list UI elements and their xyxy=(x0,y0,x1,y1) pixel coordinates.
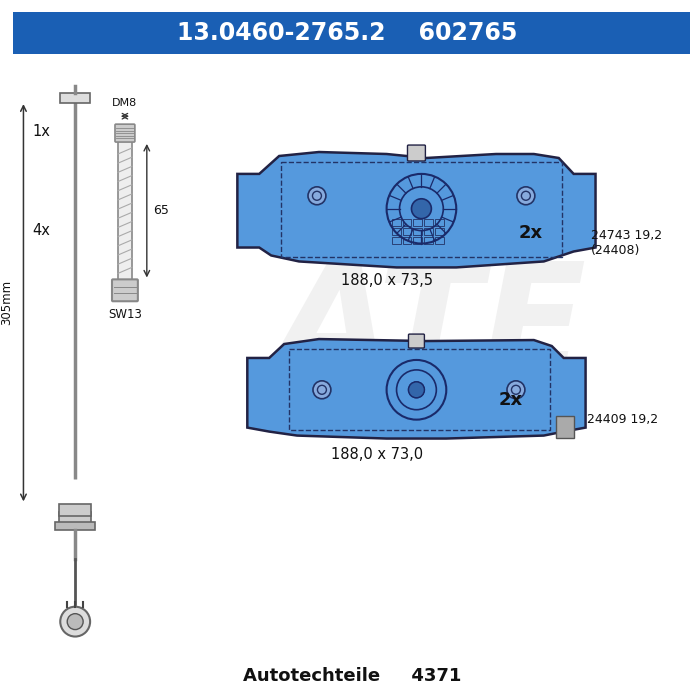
Circle shape xyxy=(60,607,90,636)
Circle shape xyxy=(507,381,525,399)
FancyBboxPatch shape xyxy=(407,145,426,161)
Circle shape xyxy=(412,199,431,218)
FancyBboxPatch shape xyxy=(115,124,135,142)
Polygon shape xyxy=(237,152,596,267)
Circle shape xyxy=(67,614,83,629)
Text: 24409 19,2: 24409 19,2 xyxy=(587,413,658,426)
Text: 13.0460-2765.2    602765: 13.0460-2765.2 602765 xyxy=(176,20,517,45)
Text: 188,0 x 73,0: 188,0 x 73,0 xyxy=(330,447,423,462)
Text: DM8: DM8 xyxy=(112,98,138,108)
Circle shape xyxy=(517,187,535,204)
Text: 65: 65 xyxy=(153,204,169,217)
Text: 2x: 2x xyxy=(499,391,523,409)
Text: 2x: 2x xyxy=(519,223,543,242)
Circle shape xyxy=(409,382,424,398)
FancyBboxPatch shape xyxy=(60,93,90,104)
Polygon shape xyxy=(247,339,586,438)
FancyBboxPatch shape xyxy=(118,141,132,281)
Text: 24743 19,2: 24743 19,2 xyxy=(591,229,662,242)
Text: Autotechteile     4371: Autotechteile 4371 xyxy=(243,667,461,685)
Text: 1x: 1x xyxy=(32,124,50,139)
Text: 4x: 4x xyxy=(32,223,50,238)
FancyBboxPatch shape xyxy=(409,334,424,348)
Circle shape xyxy=(308,187,326,204)
Circle shape xyxy=(313,381,331,399)
FancyBboxPatch shape xyxy=(556,416,573,438)
FancyBboxPatch shape xyxy=(60,504,91,516)
FancyBboxPatch shape xyxy=(13,12,690,53)
Text: 305mm: 305mm xyxy=(1,280,13,326)
Text: ATE: ATE xyxy=(275,256,587,405)
FancyBboxPatch shape xyxy=(55,522,95,530)
Text: SW13: SW13 xyxy=(108,308,142,321)
FancyBboxPatch shape xyxy=(60,512,91,524)
Text: 188,0 x 73,5: 188,0 x 73,5 xyxy=(341,273,433,288)
FancyBboxPatch shape xyxy=(112,279,138,301)
Text: (24408): (24408) xyxy=(591,244,640,257)
